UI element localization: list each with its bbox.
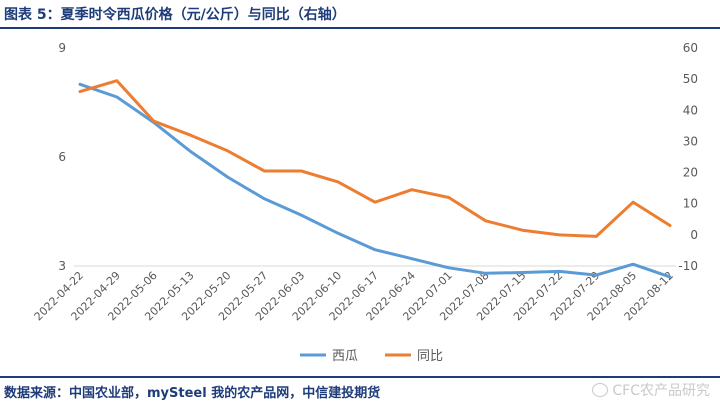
legend: 西瓜 同比 bbox=[300, 349, 443, 364]
y-right-tick-label: 30 bbox=[683, 134, 698, 148]
source-note: 数据来源：中国农业部，mySteel 我的农产品网，中信建投期货 bbox=[4, 386, 381, 401]
y-right-tick-label: 20 bbox=[683, 166, 698, 180]
y-right-tick-label: -10 bbox=[678, 259, 698, 273]
y-right-tick-label: 40 bbox=[683, 103, 698, 117]
legend-label-2: 同比 bbox=[417, 349, 443, 364]
axis-layer: 369-1001020304050602022-04-222022-04-292… bbox=[32, 41, 698, 323]
y-right-tick-label: 60 bbox=[683, 41, 698, 55]
y-left-tick-label: 9 bbox=[58, 41, 66, 55]
watermark-text: CFC农产品研究 bbox=[612, 383, 710, 399]
title-divider bbox=[0, 27, 720, 29]
series-line-1 bbox=[78, 82, 672, 279]
footer-divider bbox=[0, 376, 720, 378]
legend-label-1: 西瓜 bbox=[332, 349, 358, 364]
y-right-tick-label: 10 bbox=[683, 197, 698, 211]
y-left-tick-label: 6 bbox=[58, 150, 66, 164]
line-chart: 369-1001020304050602022-04-222022-04-292… bbox=[32, 41, 698, 364]
wechat-icon bbox=[592, 383, 609, 397]
chart-title: 图表 5：夏季时令西瓜价格（元/公斤）与同比（右轴） bbox=[4, 7, 346, 23]
y-right-tick-label: 50 bbox=[683, 72, 698, 86]
y-left-tick-label: 3 bbox=[58, 259, 66, 273]
y-right-tick-label: 0 bbox=[690, 228, 698, 242]
series-line-2 bbox=[78, 79, 672, 238]
watermark: CFC农产品研究 bbox=[592, 380, 710, 400]
series-layer bbox=[78, 79, 672, 279]
